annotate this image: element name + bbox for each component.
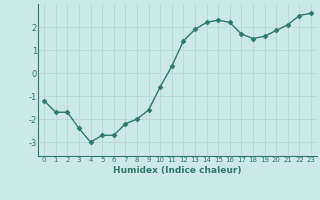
X-axis label: Humidex (Indice chaleur): Humidex (Indice chaleur) bbox=[113, 166, 242, 175]
